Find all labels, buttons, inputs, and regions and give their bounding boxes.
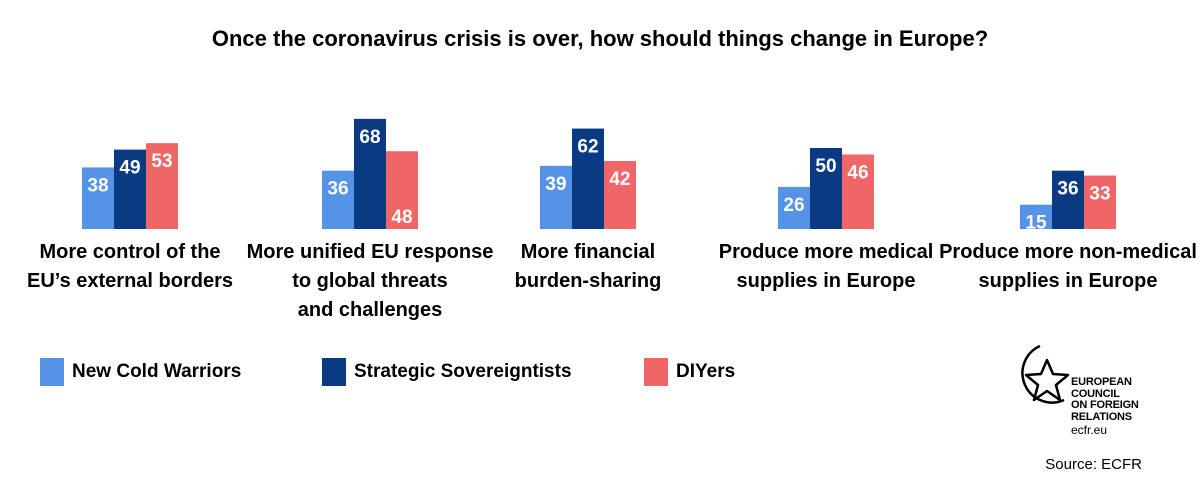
data-label: 50 — [815, 156, 836, 177]
legend-swatch — [322, 358, 346, 386]
category-label: More financial — [521, 241, 655, 263]
legend-label: New Cold Warriors — [72, 361, 242, 382]
logo-text: EUROPEAN COUNCIL ON FOREIGN RELATIONS — [1071, 376, 1139, 423]
data-label: 36 — [1057, 179, 1078, 200]
bar — [604, 160, 636, 229]
data-label: 62 — [577, 137, 598, 158]
data-label: 48 — [391, 207, 412, 228]
category-label: to global threats — [292, 270, 448, 292]
category-label: More control of the — [39, 241, 220, 263]
ecfr-logo: EUROPEAN COUNCIL ON FOREIGN RELATIONS ec… — [1004, 338, 1154, 438]
legend-item-diyers: DIYers — [644, 358, 735, 386]
legend-label: DIYers — [676, 361, 736, 382]
category-label: EU’s external borders — [27, 270, 233, 292]
legend-label: Strategic Sovereigntists — [354, 361, 572, 382]
bar — [810, 148, 842, 229]
data-label: 36 — [327, 179, 348, 200]
bar — [572, 128, 604, 229]
category-label: supplies in Europe — [979, 270, 1158, 292]
bar — [386, 151, 418, 229]
data-label: 53 — [151, 151, 172, 172]
category-label: and challenges — [298, 299, 443, 321]
data-label: 38 — [87, 175, 108, 196]
bar — [146, 143, 178, 229]
data-label: 39 — [545, 174, 566, 195]
data-label: 26 — [783, 195, 804, 216]
legend-item-new-cold-warriors: New Cold Warriors — [40, 358, 241, 386]
category-label: More unified EU response — [247, 241, 494, 263]
bar — [114, 149, 146, 229]
category-label: Produce more non-medical — [939, 241, 1197, 263]
star-circle-icon — [1021, 344, 1070, 404]
legend-item-strategic-sovereigntists: Strategic Sovereigntists — [322, 358, 572, 386]
category-label: Produce more medical — [719, 241, 934, 263]
chart-title: Once the coronavirus crisis is over, how… — [211, 26, 989, 51]
bar — [322, 170, 354, 229]
logo-line: COUNCIL — [1071, 387, 1120, 400]
data-label: 68 — [359, 127, 380, 148]
source-note: Source: ECFR — [1045, 456, 1142, 473]
bar — [540, 165, 572, 229]
data-label: 49 — [119, 158, 140, 179]
bar — [1052, 170, 1084, 229]
bar — [354, 118, 386, 229]
bar — [82, 167, 114, 229]
category-label: supplies in Europe — [737, 270, 916, 292]
bar — [1084, 175, 1116, 229]
data-label: 15 — [1025, 213, 1047, 234]
logo-url: ecfr.eu — [1071, 423, 1108, 437]
bar — [1020, 204, 1052, 229]
legend-swatch — [40, 358, 64, 386]
data-label: 33 — [1089, 184, 1110, 205]
bar — [778, 186, 810, 229]
logo-line: ON FOREIGN — [1071, 399, 1139, 411]
bar — [842, 154, 874, 229]
category-label: burden-sharing — [515, 270, 662, 292]
logo-line: EUROPEAN — [1071, 376, 1132, 388]
logo-line: RELATIONS — [1071, 410, 1132, 423]
bar-chart: 38 49 53 More control of the EU’s external b… — [27, 118, 1197, 321]
data-label: 42 — [609, 169, 630, 190]
legend-swatch — [644, 358, 668, 386]
data-label: 46 — [847, 162, 868, 183]
